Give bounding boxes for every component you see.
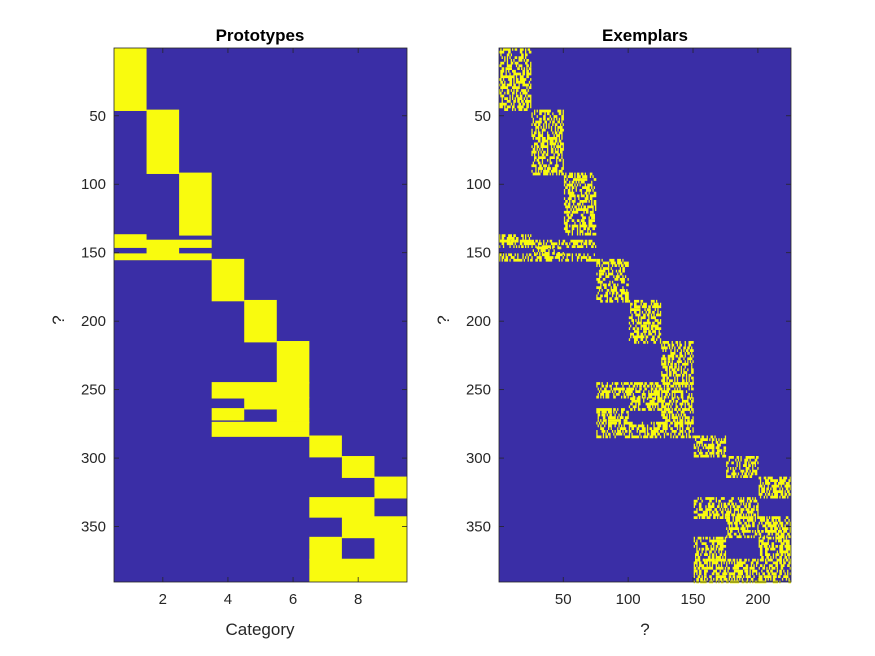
exemplars-ytick-label: 100 bbox=[466, 176, 491, 193]
exemplars-ytick-label: 250 bbox=[466, 382, 491, 399]
exemplars-xtick-label: 200 bbox=[745, 591, 770, 608]
exemplars-heatmap bbox=[499, 48, 791, 584]
prototypes-cell bbox=[114, 253, 212, 261]
prototypes-cell bbox=[179, 172, 212, 236]
prototypes-cell bbox=[374, 536, 407, 561]
exemplars-ticks: 50 100 150 200 50 100 150 200 250 300 350 bbox=[466, 48, 791, 608]
exemplars-xtick-label: 50 bbox=[555, 591, 572, 608]
prototypes-cell bbox=[114, 234, 147, 242]
prototypes-title: Prototypes bbox=[216, 26, 305, 45]
prototypes-xtick-label: 2 bbox=[159, 591, 167, 608]
exemplars-ylabel: ? bbox=[434, 315, 453, 324]
exemplars-cell-block bbox=[596, 421, 694, 439]
prototypes-heatmap bbox=[114, 48, 407, 582]
exemplars-cell-block bbox=[499, 239, 597, 248]
exemplars-cell-block bbox=[693, 435, 727, 458]
prototypes-cell bbox=[341, 516, 407, 539]
exemplars-ytick-label: 200 bbox=[466, 313, 491, 330]
exemplars-cell-block bbox=[628, 397, 694, 411]
prototypes-ticks: 2 4 6 8 50 100 150 200 250 300 350 bbox=[81, 48, 407, 608]
exemplars-cell-block bbox=[628, 299, 662, 344]
exemplars-cell-block bbox=[661, 341, 694, 385]
prototypes-cell bbox=[146, 246, 180, 255]
prototypes-xlabel: Category bbox=[226, 620, 295, 639]
exemplars-axes: 50 100 150 200 50 100 150 200 250 300 350 Exemplar… bbox=[434, 26, 792, 639]
prototypes-cell bbox=[374, 476, 407, 499]
prototypes-cell bbox=[114, 48, 147, 111]
prototypes-xtick-label: 8 bbox=[354, 591, 362, 608]
prototypes-ytick-label: 350 bbox=[81, 519, 106, 536]
exemplars-cell-block bbox=[596, 408, 629, 422]
prototypes-ytick-label: 150 bbox=[81, 245, 106, 262]
prototypes-cell bbox=[211, 421, 310, 437]
exemplars-xtick-label: 150 bbox=[681, 591, 706, 608]
exemplars-cell-block bbox=[596, 258, 629, 303]
exemplars-cell-block bbox=[499, 48, 532, 111]
prototypes-xtick-label: 6 bbox=[289, 591, 297, 608]
exemplars-cell-block bbox=[693, 558, 791, 584]
exemplars-cell-block bbox=[758, 536, 791, 562]
prototypes-ytick-label: 250 bbox=[81, 382, 106, 399]
prototypes-ytick-label: 100 bbox=[81, 176, 106, 193]
exemplars-ytick-label: 300 bbox=[466, 450, 491, 467]
exemplars-cell-block bbox=[693, 536, 727, 562]
prototypes-axes-box bbox=[113, 47, 408, 583]
prototypes-cell bbox=[309, 435, 342, 458]
exemplars-cell-block bbox=[661, 408, 694, 425]
exemplars-cell-block bbox=[758, 476, 791, 499]
prototypes-ytick-label: 300 bbox=[81, 450, 106, 467]
prototypes-cell bbox=[276, 341, 310, 384]
prototypes-ytick-label: 50 bbox=[89, 108, 106, 125]
prototypes-cell bbox=[211, 382, 310, 399]
prototypes-ylabel: ? bbox=[49, 315, 68, 324]
prototypes-cell bbox=[309, 497, 375, 518]
prototypes-cell bbox=[211, 408, 245, 421]
exemplars-cell-block bbox=[693, 497, 759, 520]
exemplars-cell-block bbox=[726, 456, 759, 478]
exemplars-cell-block bbox=[563, 172, 597, 236]
exemplars-xtick-label: 100 bbox=[616, 591, 641, 608]
exemplars-title: Exemplars bbox=[602, 26, 688, 45]
exemplars-xlabel: ? bbox=[640, 620, 649, 639]
prototypes-xtick-label: 4 bbox=[224, 591, 232, 608]
exemplars-cell-block bbox=[499, 253, 597, 262]
prototypes-ytick-label: 200 bbox=[81, 313, 106, 330]
exemplars-cell-block bbox=[726, 516, 791, 539]
prototypes-cell bbox=[341, 456, 375, 478]
exemplars-ytick-label: 150 bbox=[466, 245, 491, 262]
prototypes-cell bbox=[244, 299, 277, 343]
exemplars-ytick-label: 350 bbox=[466, 519, 491, 536]
exemplars-ytick-label: 50 bbox=[474, 108, 491, 125]
exemplars-cell-block bbox=[531, 109, 564, 176]
prototypes-cell bbox=[211, 258, 245, 302]
prototypes-cell bbox=[146, 109, 180, 174]
prototypes-cell bbox=[309, 558, 407, 582]
prototypes-cell bbox=[114, 239, 212, 248]
prototypes-axes: 2 4 6 8 50 100 150 200 250 300 350 Prototypes Cate… bbox=[49, 26, 408, 639]
exemplars-cell-block bbox=[596, 382, 694, 399]
prototypes-cell bbox=[309, 536, 342, 561]
exemplars-cell-block bbox=[532, 246, 564, 255]
exemplars-axes-box bbox=[498, 47, 792, 583]
prototypes-cell bbox=[276, 408, 310, 424]
prototypes-cell bbox=[244, 397, 310, 410]
